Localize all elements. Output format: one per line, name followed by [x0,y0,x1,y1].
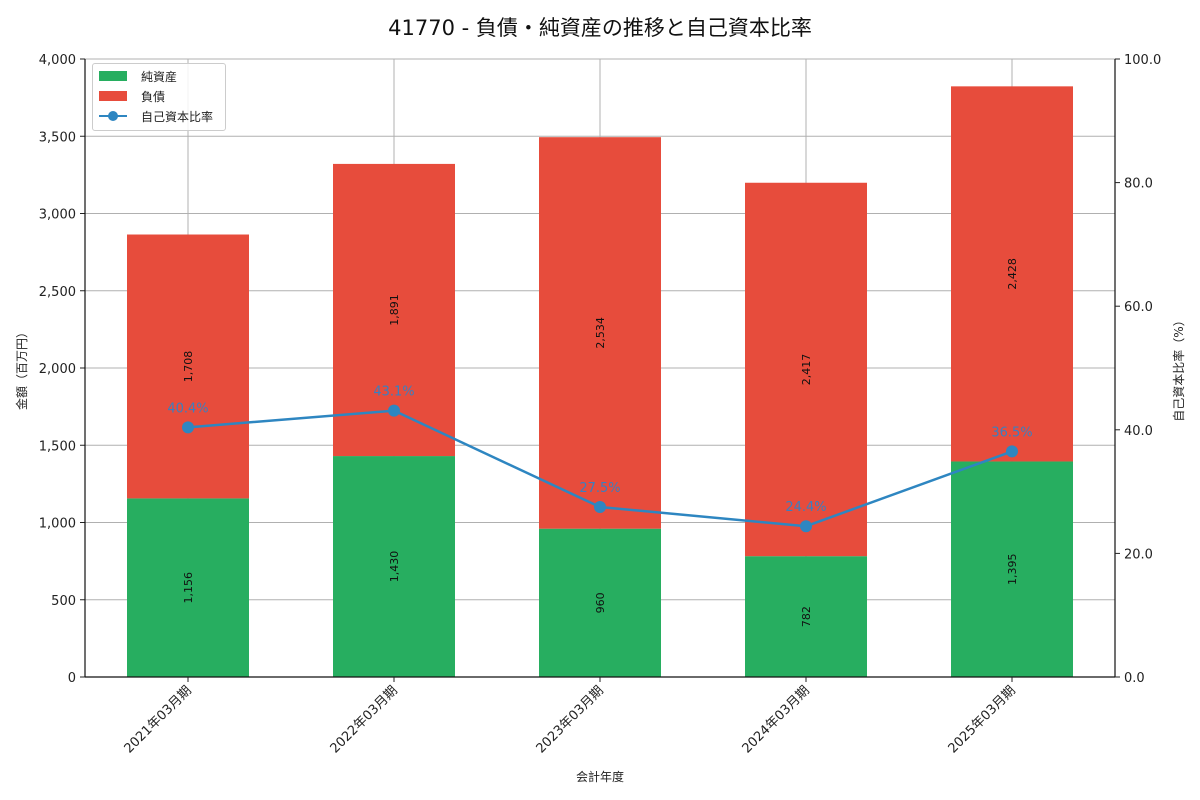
bar-net-assets [745,556,867,677]
bar-value-label: 960 [594,592,607,613]
y2-tick-label: 20.0 [1124,547,1153,562]
net-assets-swatch-icon [99,71,127,81]
equity-ratio-label: 40.4% [167,401,208,416]
bar-value-label: 2,417 [800,354,813,386]
liabilities-swatch-icon [99,91,127,101]
bar-liabilities [745,182,867,557]
bar-net-assets [333,456,455,677]
line-marker-icon [99,111,127,121]
x-tick-label: 2021年03月期 [122,683,195,756]
y2-tick-label: 0.0 [1124,671,1145,686]
legend-label: 純資産 [141,69,178,84]
y-tick-label: 1,000 [39,517,76,532]
chart-title: 41770 - 負債・純資産の推移と自己資本比率 [388,16,812,40]
legend-item-equity-ratio: 自己資本比率 [99,106,213,126]
equity-ratio-marker [1006,445,1018,458]
equity-ratio-label: 27.5% [579,481,620,496]
bar-value-label: 782 [800,606,813,627]
bar-value-label: 1,891 [388,294,401,326]
y-tick-label: 3,000 [39,208,76,223]
y2-tick-label: 60.0 [1124,300,1153,315]
bar-value-label: 1,708 [182,351,195,383]
x-tick-label: 2022年03月期 [328,683,401,756]
y2-tick-label: 80.0 [1124,177,1153,192]
y2-axis-label: 自己資本比率（%） [1171,314,1186,421]
bar-net-assets [951,461,1073,677]
y-tick-label: 1,500 [39,439,76,454]
bar-liabilities [539,137,661,529]
equity-ratio-marker [800,520,812,533]
legend-item-liabilities: 負債 [99,86,165,106]
bar-value-label: 2,534 [594,317,607,349]
equity-ratio-marker [388,404,400,417]
equity-ratio-label: 36.5% [991,425,1032,440]
bar-liabilities [951,86,1073,462]
legend-label: 負債 [141,89,166,104]
equity-ratio-label: 24.4% [785,500,826,515]
y-tick-label: 2,000 [39,362,76,377]
bar-value-label: 1,430 [388,551,401,583]
y-axis-label: 金額（百万円） [14,326,29,410]
y-tick-label: 2,500 [39,285,76,300]
legend: 純資産 負債 自己資本比率 [92,63,226,131]
bar-net-assets [127,498,249,677]
legend-item-net-assets: 純資産 [99,66,177,86]
y-tick-label: 500 [51,594,76,609]
equity-ratio-marker [594,501,606,514]
bar-value-label: 1,395 [1006,553,1019,585]
bar-value-label: 1,156 [182,572,195,604]
y-tick-label: 4,000 [39,53,76,68]
equity-ratio-marker [182,421,194,434]
y2-tick-label: 40.0 [1124,424,1153,439]
bar-liabilities [127,234,249,499]
x-tick-label: 2025年03月期 [946,683,1019,756]
y-tick-label: 3,500 [39,130,76,145]
bar-value-label: 2,428 [1006,258,1019,290]
x-axis-label: 会計年度 [576,769,624,784]
y2-tick-label: 100.0 [1124,53,1161,68]
bar-net-assets [539,528,661,677]
x-tick-label: 2023年03月期 [534,683,607,756]
legend-label: 自己資本比率 [141,109,214,124]
y-tick-label: 0 [68,671,76,686]
x-tick-label: 2024年03月期 [740,683,813,756]
equity-ratio-label: 43.1% [373,385,414,400]
